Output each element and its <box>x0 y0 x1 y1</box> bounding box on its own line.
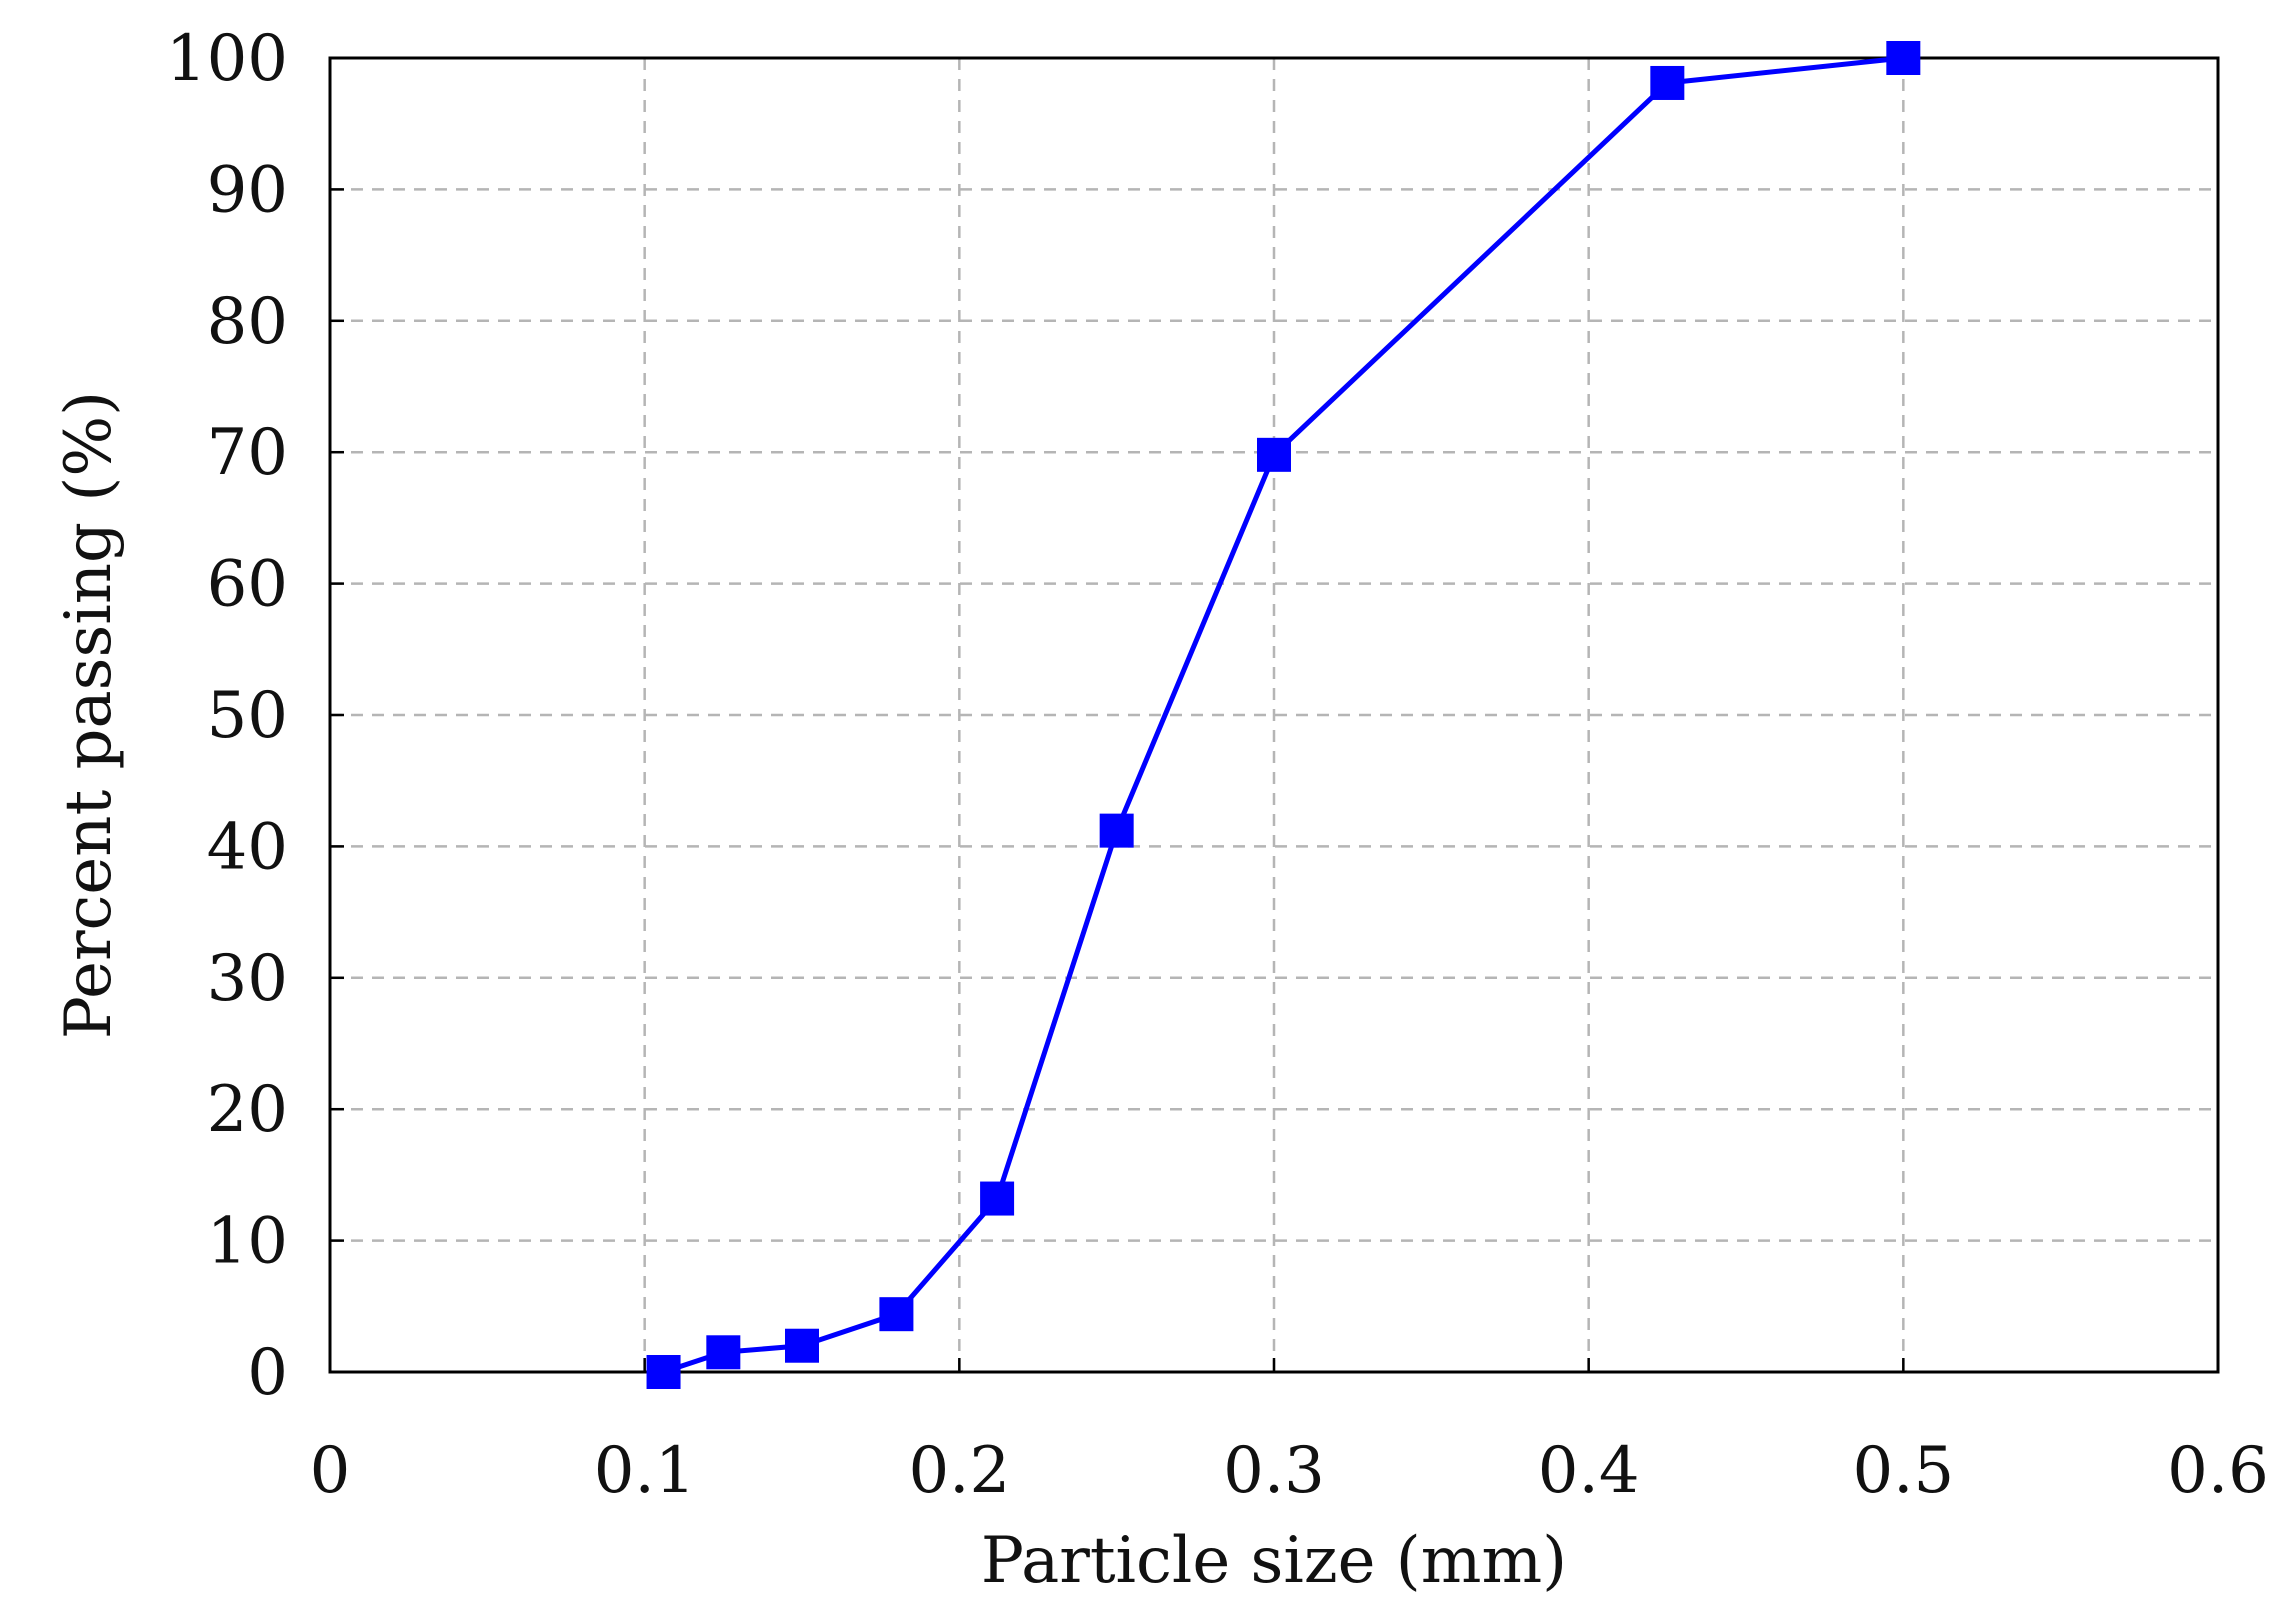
data-point-marker <box>980 1181 1015 1216</box>
x-tick-label: 0.2 <box>908 1434 1010 1508</box>
y-tick-label: 100 <box>166 22 288 96</box>
x-tick-label: 0.1 <box>594 1434 696 1508</box>
x-tick-label: 0.3 <box>1223 1434 1325 1508</box>
data-point-marker <box>785 1328 819 1363</box>
data-point-marker <box>879 1297 914 1332</box>
y-tick-label: 90 <box>207 153 288 227</box>
y-tick-label: 10 <box>207 1205 288 1279</box>
x-tick-label: 0.5 <box>1852 1434 1954 1508</box>
y-tick-label: 0 <box>247 1336 288 1410</box>
y-tick-label: 30 <box>207 942 288 1016</box>
x-axis-title: Particle size (mm) <box>981 1524 1567 1598</box>
series-layer <box>646 41 1921 1389</box>
y-tick-label: 80 <box>207 285 288 359</box>
data-point-marker <box>1257 437 1291 472</box>
y-tick-label: 20 <box>207 1073 288 1147</box>
x-tick-label: 0.6 <box>2167 1434 2269 1508</box>
data-point-marker <box>646 1355 681 1389</box>
data-point-marker <box>1650 65 1685 100</box>
y-tick-label: 50 <box>207 679 288 753</box>
y-axis-title: Percent passing (%) <box>52 391 126 1039</box>
x-tick-label: 0 <box>310 1434 351 1508</box>
y-tick-label: 70 <box>207 416 288 490</box>
data-point-marker <box>706 1335 741 1370</box>
tick-labels: 0 0.1 0.2 0.3 0.4 0.5 0.6 0 10 20 30 40 50 60 70 80 90 10… <box>166 22 2269 1508</box>
grid <box>330 58 2218 1372</box>
data-point-marker <box>1099 813 1134 848</box>
y-tick-label: 40 <box>207 810 288 884</box>
data-point-marker <box>1886 41 1921 75</box>
x-tick-label: 0.4 <box>1538 1434 1640 1508</box>
y-tick-label: 60 <box>207 548 288 622</box>
